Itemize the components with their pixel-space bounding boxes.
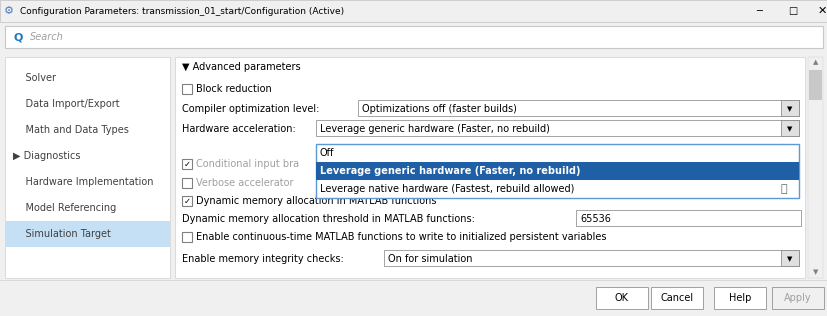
Text: Hardware Implementation: Hardware Implementation bbox=[13, 177, 153, 187]
Text: 65536: 65536 bbox=[579, 214, 610, 224]
Text: Enable continuous-time MATLAB functions to write to initialized persistent varia: Enable continuous-time MATLAB functions … bbox=[196, 232, 605, 242]
FancyBboxPatch shape bbox=[0, 0, 827, 22]
Text: ▼: ▼ bbox=[786, 106, 791, 112]
FancyBboxPatch shape bbox=[780, 100, 798, 116]
Text: Verbose accelerator: Verbose accelerator bbox=[196, 178, 293, 188]
Text: Simulation Target: Simulation Target bbox=[13, 229, 111, 239]
Text: Q: Q bbox=[14, 32, 23, 42]
Text: Dynamic memory allocation in MATLAB functions: Dynamic memory allocation in MATLAB func… bbox=[196, 196, 436, 206]
Text: ⌖: ⌖ bbox=[780, 184, 786, 194]
Text: Solver: Solver bbox=[13, 73, 56, 83]
FancyBboxPatch shape bbox=[0, 52, 827, 280]
FancyBboxPatch shape bbox=[0, 280, 827, 316]
FancyBboxPatch shape bbox=[595, 287, 648, 309]
Text: On for simulation: On for simulation bbox=[388, 254, 472, 264]
Text: Apply: Apply bbox=[783, 293, 810, 303]
FancyBboxPatch shape bbox=[713, 287, 765, 309]
Text: Conditional input bra: Conditional input bra bbox=[196, 159, 299, 169]
FancyBboxPatch shape bbox=[182, 84, 192, 94]
Text: Data Import/Export: Data Import/Export bbox=[13, 99, 119, 109]
FancyBboxPatch shape bbox=[807, 57, 822, 278]
FancyBboxPatch shape bbox=[780, 120, 798, 136]
FancyBboxPatch shape bbox=[808, 70, 821, 100]
FancyBboxPatch shape bbox=[780, 250, 798, 266]
Text: Hardware acceleration:: Hardware acceleration: bbox=[182, 124, 295, 134]
FancyBboxPatch shape bbox=[316, 144, 798, 198]
FancyBboxPatch shape bbox=[5, 221, 170, 247]
FancyBboxPatch shape bbox=[316, 162, 798, 180]
Text: Cancel: Cancel bbox=[660, 293, 693, 303]
Text: ▼ Advanced parameters: ▼ Advanced parameters bbox=[182, 62, 300, 72]
Text: □: □ bbox=[787, 6, 796, 16]
Text: Dynamic memory allocation threshold in MATLAB functions:: Dynamic memory allocation threshold in M… bbox=[182, 214, 475, 224]
Text: Configuration Parameters: transmission_01_start/Configuration (Active): Configuration Parameters: transmission_0… bbox=[20, 7, 344, 15]
FancyBboxPatch shape bbox=[182, 159, 192, 169]
Text: ─: ─ bbox=[755, 6, 761, 16]
FancyBboxPatch shape bbox=[182, 196, 192, 206]
FancyBboxPatch shape bbox=[5, 57, 170, 278]
Text: ▼: ▼ bbox=[786, 126, 791, 132]
FancyBboxPatch shape bbox=[357, 100, 798, 116]
Text: ▼: ▼ bbox=[786, 256, 791, 262]
Text: ▲: ▲ bbox=[812, 59, 817, 65]
FancyBboxPatch shape bbox=[316, 120, 798, 136]
Text: Search: Search bbox=[30, 32, 64, 42]
Text: Leverage generic hardware (Faster, no rebuild): Leverage generic hardware (Faster, no re… bbox=[319, 124, 549, 134]
Text: Enable memory integrity checks:: Enable memory integrity checks: bbox=[182, 254, 343, 264]
Text: ▶ Diagnostics: ▶ Diagnostics bbox=[13, 151, 80, 161]
Text: Leverage native hardware (Fastest, rebuild allowed): Leverage native hardware (Fastest, rebui… bbox=[319, 184, 574, 194]
FancyBboxPatch shape bbox=[0, 22, 827, 52]
FancyBboxPatch shape bbox=[771, 287, 823, 309]
Text: OK: OK bbox=[614, 293, 629, 303]
Text: Leverage generic hardware (Faster, no rebuild): Leverage generic hardware (Faster, no re… bbox=[319, 166, 580, 176]
Text: ⚙: ⚙ bbox=[4, 6, 14, 16]
FancyBboxPatch shape bbox=[576, 210, 800, 226]
Text: Model Referencing: Model Referencing bbox=[13, 203, 116, 213]
Text: ✓: ✓ bbox=[184, 197, 190, 205]
Text: ▼: ▼ bbox=[812, 269, 817, 275]
FancyBboxPatch shape bbox=[5, 26, 822, 48]
Text: Optimizations off (faster builds): Optimizations off (faster builds) bbox=[361, 104, 516, 114]
FancyBboxPatch shape bbox=[174, 57, 804, 278]
FancyBboxPatch shape bbox=[650, 287, 702, 309]
Text: Math and Data Types: Math and Data Types bbox=[13, 125, 129, 135]
Text: Help: Help bbox=[728, 293, 750, 303]
Text: ✕: ✕ bbox=[817, 6, 826, 16]
FancyBboxPatch shape bbox=[182, 178, 192, 188]
Text: Compiler optimization level:: Compiler optimization level: bbox=[182, 104, 319, 114]
Text: Off: Off bbox=[319, 148, 334, 158]
FancyBboxPatch shape bbox=[384, 250, 798, 266]
Text: ✓: ✓ bbox=[184, 160, 190, 168]
FancyBboxPatch shape bbox=[182, 232, 192, 242]
Text: Block reduction: Block reduction bbox=[196, 84, 271, 94]
